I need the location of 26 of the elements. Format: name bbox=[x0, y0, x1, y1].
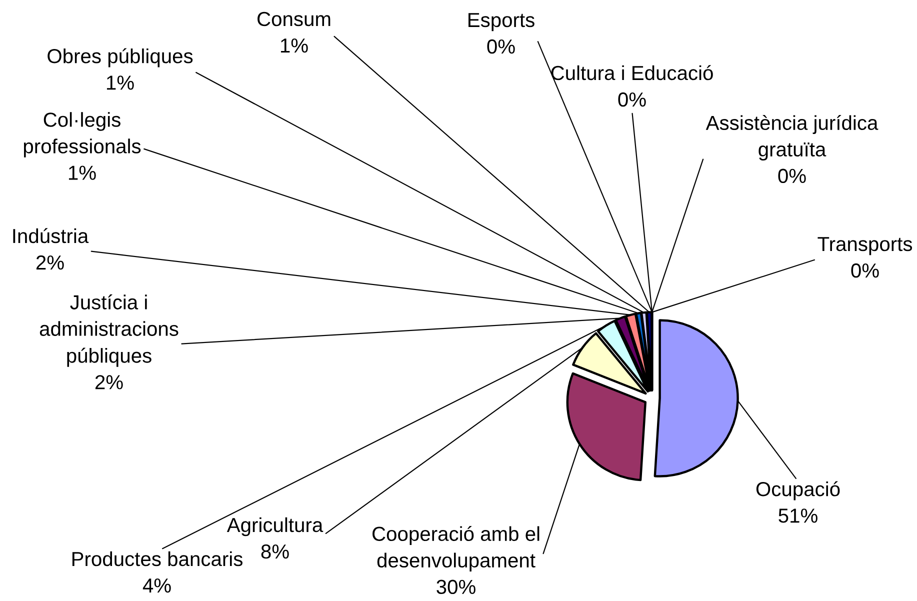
data-label: 4% bbox=[142, 578, 171, 593]
slice-label: Cooperació amb el desenvolupament bbox=[372, 526, 540, 572]
data-label: 1% bbox=[280, 38, 308, 53]
category-label: Cultura i Educació bbox=[551, 65, 713, 80]
data-label: 30% bbox=[436, 580, 476, 594]
category-label: Assistència jurídica gratuïta bbox=[706, 114, 878, 161]
slice-label: Consum bbox=[258, 12, 330, 26]
data-label: 1% bbox=[68, 166, 96, 180]
slice-label: Justícia i administracions públiques bbox=[40, 294, 178, 367]
text: 0% bbox=[851, 263, 879, 278]
data-label: 1% bbox=[106, 76, 134, 90]
category-label: Esports bbox=[468, 13, 534, 32]
slice-label: Ocupació bbox=[756, 481, 840, 500]
text: 0% bbox=[778, 168, 806, 184]
data-label: 2% bbox=[95, 375, 123, 390]
data-label: 51% bbox=[778, 508, 818, 523]
slice-label: Col·legis professionals bbox=[24, 112, 141, 158]
category-label: Transports bbox=[818, 237, 912, 256]
slice-label: Productes bancaris bbox=[72, 551, 242, 566]
slice-label: Obres públiques bbox=[48, 48, 193, 68]
slice-label: Indústria bbox=[13, 228, 89, 244]
data-label: 2% bbox=[36, 255, 64, 270]
slice-label: Agricultura bbox=[226, 517, 324, 536]
text: 0% bbox=[487, 39, 515, 54]
text: 0% bbox=[618, 92, 646, 107]
data-label: 8% bbox=[261, 544, 289, 559]
